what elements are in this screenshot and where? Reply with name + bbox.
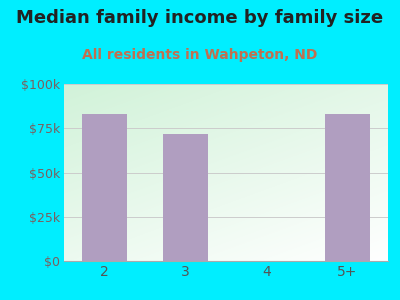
Bar [82, 114, 127, 261]
Text: All residents in Wahpeton, ND: All residents in Wahpeton, ND [82, 48, 318, 62]
Bar [325, 114, 370, 261]
Text: Median family income by family size: Median family income by family size [16, 9, 384, 27]
Bar [163, 134, 208, 261]
